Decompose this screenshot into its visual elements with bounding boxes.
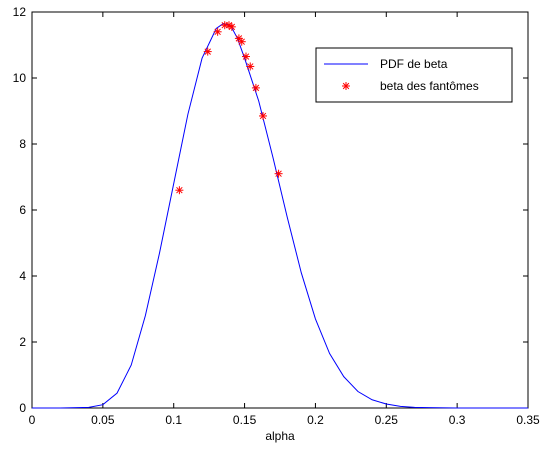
x-tick-label: 0.25 xyxy=(375,413,399,427)
y-tick-label: 6 xyxy=(19,203,26,217)
legend-marker-swatch xyxy=(342,82,350,90)
x-axis-label: alpha xyxy=(265,429,295,443)
data-point-marker xyxy=(241,52,250,61)
series-layer xyxy=(32,21,528,409)
y-tick-label: 2 xyxy=(19,335,26,349)
y-tick-label: 8 xyxy=(19,137,26,151)
x-tick-label: 0.1 xyxy=(165,413,182,427)
y-tick-label: 0 xyxy=(19,401,26,415)
data-point-marker xyxy=(237,37,246,46)
data-point-marker xyxy=(251,83,260,92)
x-tick-label: 0.2 xyxy=(307,413,324,427)
data-point-marker xyxy=(213,27,222,36)
x-tick-label: 0.3 xyxy=(449,413,466,427)
legend-box xyxy=(315,47,513,103)
y-tick-label: 10 xyxy=(13,71,27,85)
legend-star-icon xyxy=(342,82,350,90)
x-tick-label: 0 xyxy=(29,413,36,427)
legend-label-pdf: PDF de beta xyxy=(380,57,448,71)
legend: PDF de beta beta des fantômes xyxy=(315,47,513,103)
x-tick-label: 0.05 xyxy=(91,413,115,427)
legend-label-fantomes: beta des fantômes xyxy=(380,79,479,93)
data-point-marker xyxy=(203,47,212,56)
data-point-marker xyxy=(227,22,236,31)
x-tick-labels: 0 0.05 0.1 0.15 0.2 0.25 0.3 0.35 xyxy=(29,413,540,427)
data-point-marker xyxy=(175,186,184,195)
x-tick-label: 0.35 xyxy=(516,413,540,427)
y-tick-label: 12 xyxy=(13,5,27,19)
data-point-marker xyxy=(258,111,267,120)
data-point-marker xyxy=(246,62,255,71)
y-tick-labels: 0 2 4 6 8 10 12 xyxy=(13,5,27,415)
x-tick-label: 0.15 xyxy=(233,413,257,427)
data-point-marker xyxy=(274,169,283,178)
y-tick-label: 4 xyxy=(19,269,26,283)
